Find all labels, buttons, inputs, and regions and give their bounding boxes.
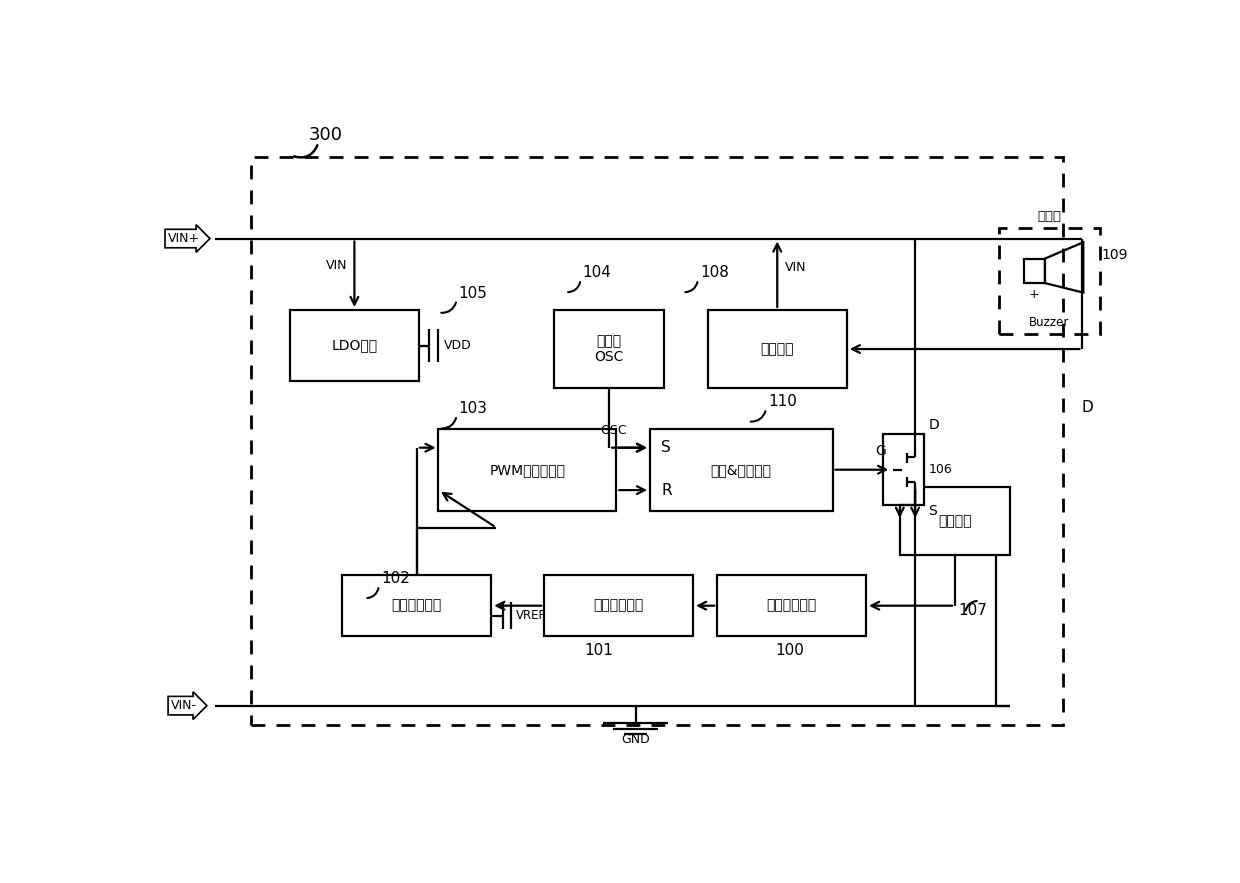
Text: 104: 104 (583, 265, 611, 280)
Bar (290, 310, 419, 381)
Text: 300: 300 (309, 126, 343, 144)
Text: 续流模块: 续流模块 (760, 342, 794, 356)
Text: S: S (661, 441, 671, 455)
Text: VDD: VDD (444, 339, 472, 352)
Text: VREF: VREF (516, 609, 547, 623)
Text: VIN: VIN (785, 260, 806, 274)
Bar (998, 229, 1100, 334)
Text: LDO模块: LDO模块 (331, 338, 377, 352)
Text: 103: 103 (459, 401, 487, 416)
Text: PWM比较器模块: PWM比较器模块 (490, 463, 565, 477)
Bar (650, 429, 832, 510)
Text: 低通滤波模块: 低通滤波模块 (766, 599, 817, 613)
Text: S: S (929, 504, 937, 518)
Text: 蜂鸣器: 蜂鸣器 (1037, 209, 1061, 223)
Text: Buzzer: Buzzer (1029, 315, 1069, 328)
Bar (439, 429, 616, 510)
Bar (717, 575, 866, 637)
Bar (900, 487, 1011, 555)
Text: 101: 101 (584, 643, 614, 658)
Text: OSC: OSC (600, 424, 627, 437)
Bar (554, 310, 665, 389)
Text: 110: 110 (768, 395, 797, 410)
Text: +: + (1029, 288, 1039, 301)
Text: 误差放大模块: 误差放大模块 (392, 599, 441, 613)
Text: 109: 109 (1101, 248, 1128, 262)
Text: D: D (929, 418, 940, 432)
Bar (544, 575, 693, 637)
Text: 108: 108 (699, 265, 729, 280)
Bar (1024, 259, 1045, 283)
Bar (883, 434, 924, 505)
Text: 采样电路: 采样电路 (939, 514, 972, 528)
Text: 100: 100 (775, 643, 804, 658)
Bar (342, 575, 491, 637)
Text: 105: 105 (459, 286, 487, 301)
Text: GND: GND (621, 733, 650, 746)
Bar (708, 310, 847, 389)
Text: R: R (661, 483, 672, 498)
Text: VIN: VIN (326, 259, 347, 272)
Text: D: D (1081, 400, 1092, 415)
Bar (250, 157, 1063, 725)
Text: VIN-: VIN- (171, 699, 197, 713)
Text: 107: 107 (959, 602, 987, 617)
Text: G: G (875, 444, 885, 457)
Text: 106: 106 (929, 464, 952, 476)
Text: VIN+: VIN+ (167, 232, 200, 245)
Text: 102: 102 (381, 571, 409, 586)
Text: 比例环节模块: 比例环节模块 (594, 599, 644, 613)
Text: 振荡器
OSC: 振荡器 OSC (594, 334, 624, 364)
Text: 逻辑&驱动模块: 逻辑&驱动模块 (711, 463, 771, 477)
